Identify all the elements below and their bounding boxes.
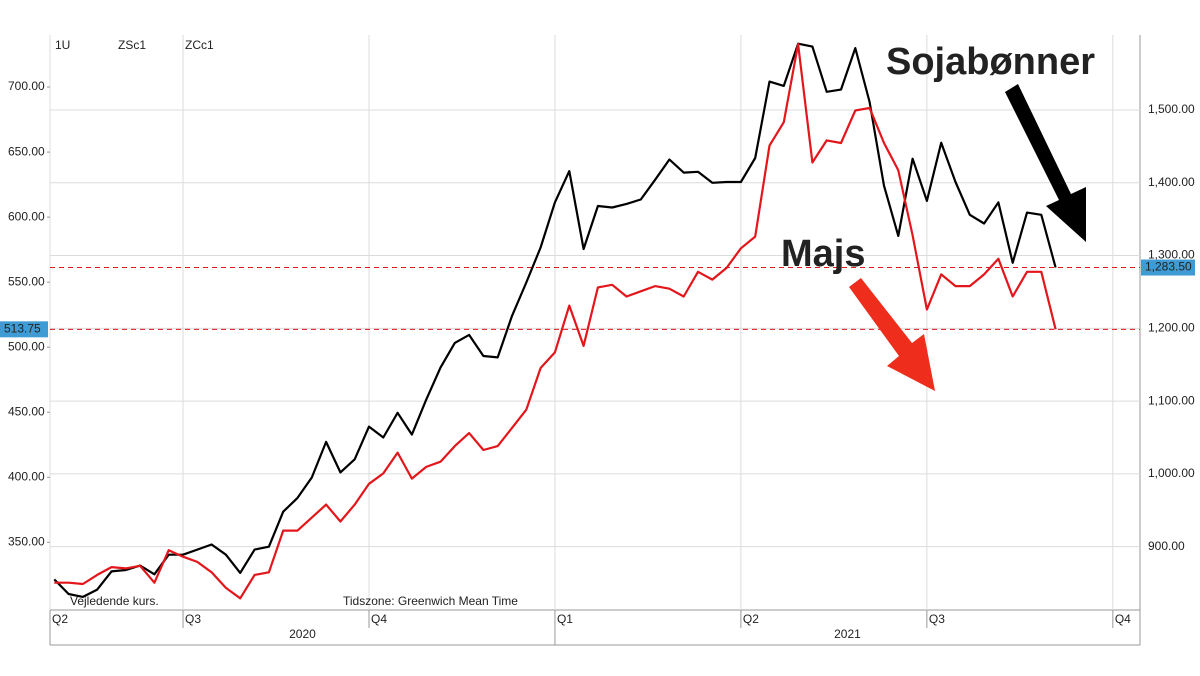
y2-tick-label: 1,500.00 [1148, 102, 1195, 116]
year-label: 2021 [834, 627, 861, 641]
price-label-box [0, 321, 48, 338]
legend-label: ZCc1 [185, 38, 214, 52]
y-tick-label: 700.00 [8, 79, 45, 93]
series-line [54, 43, 1057, 600]
y-tick-label: 500.00 [8, 339, 45, 353]
x-tick-label: Q2 [743, 612, 759, 626]
annotation: Majs [781, 233, 865, 275]
x-tick-label: Q1 [557, 612, 573, 626]
year-label: 2020 [289, 627, 316, 641]
footnote: Tidszone: Greenwich Mean Time [343, 594, 518, 608]
y2-tick-label: 1,100.00 [1148, 393, 1195, 407]
y2-tick-label: 1,200.00 [1148, 320, 1195, 334]
arrow [1005, 84, 1086, 242]
y-tick-label: 350.00 [8, 535, 45, 549]
y2-tick-label: 1,000.00 [1148, 466, 1195, 480]
series-line [53, 42, 1057, 598]
y-tick-label: 400.00 [8, 469, 45, 483]
y-tick-label: 450.00 [8, 404, 45, 418]
y2-tick-label: 900.00 [1148, 539, 1185, 553]
y2-tick-label: 1,400.00 [1148, 175, 1195, 189]
x-tick-label: Q4 [371, 612, 387, 626]
y-tick-label: 650.00 [8, 144, 45, 158]
x-tick-label: Q3 [185, 612, 201, 626]
y-tick-label: 600.00 [8, 209, 45, 223]
price-label: 1,283.50 [1145, 260, 1192, 274]
grid [49, 35, 1140, 610]
interval-label: 1U [55, 38, 70, 52]
y-tick-label: 550.00 [8, 274, 45, 288]
x-tick-label: Q3 [929, 612, 945, 626]
annotation: Sojabønner [886, 41, 1095, 83]
legend-label: ZSc1 [118, 38, 146, 52]
price-label: 513.75 [4, 322, 41, 336]
series-lines [53, 42, 1057, 600]
y2-tick-label: 1,300.00 [1148, 248, 1195, 262]
footnote: Vejledende kurs. [70, 594, 159, 608]
x-tick-label: Q4 [1115, 612, 1131, 626]
arrow [849, 278, 935, 391]
x-tick-label: Q2 [52, 612, 68, 626]
price-label-box [1141, 259, 1195, 276]
